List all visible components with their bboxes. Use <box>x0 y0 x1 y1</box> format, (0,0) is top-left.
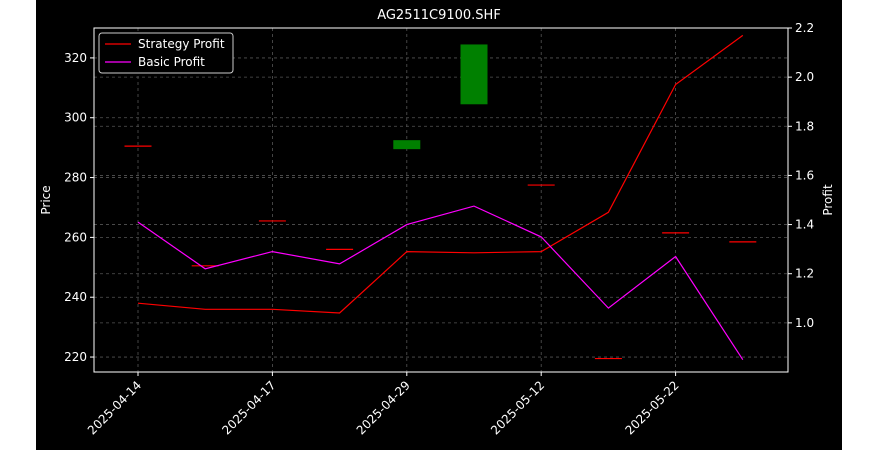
legend-label-strategy: Strategy Profit <box>138 37 225 51</box>
y2-axis-label: Profit <box>821 184 835 216</box>
y2-tick-label: 1.0 <box>795 316 814 330</box>
basic-profit-line <box>137 205 744 361</box>
y-tick-label: 300 <box>64 111 87 125</box>
candles-layer <box>124 44 757 360</box>
legend-label-basic: Basic Profit <box>138 55 205 69</box>
y2-tick-label: 1.2 <box>795 267 814 281</box>
x-tick-label: 2025-05-22 <box>623 378 682 437</box>
lines-layer <box>137 34 744 361</box>
plot-frame <box>93 27 789 373</box>
y-tick-label: 260 <box>64 230 87 244</box>
strategy-profit-line <box>137 34 744 314</box>
chart-figure: AG2511C9100.SHF 2025-04-14 2025-04-17 2025… <box>36 0 842 450</box>
y2-tick-label: 1.4 <box>795 218 814 232</box>
legend-box <box>98 32 234 74</box>
legend: Strategy Profit Basic Profit <box>98 32 234 74</box>
chart-svg: AG2511C9100.SHF 2025-04-14 2025-04-17 2025… <box>39 8 835 437</box>
x-tick-label: 2025-04-14 <box>85 378 144 437</box>
chart-title: AG2511C9100.SHF <box>377 8 501 23</box>
y-axis-label: Price <box>39 185 53 214</box>
y2-tick-label: 2.0 <box>795 70 814 84</box>
x-tick-label: 2025-05-12 <box>488 378 547 437</box>
candle-body <box>393 140 421 150</box>
x-tick-label: 2025-04-29 <box>354 378 413 437</box>
y-tick-label: 220 <box>64 350 87 364</box>
y-tick-label: 280 <box>64 171 87 185</box>
y-tick-label: 320 <box>64 51 87 65</box>
y2-tick-label: 2.2 <box>795 21 814 35</box>
grid-layer <box>94 27 788 372</box>
candle-body <box>460 44 488 105</box>
x-tick-label: 2025-04-17 <box>219 378 278 437</box>
y2-tick-label: 1.8 <box>795 119 814 133</box>
ticks-layer: 2025-04-14 2025-04-17 2025-04-29 2025-05-12… <box>64 21 814 437</box>
y-tick-label: 240 <box>64 290 87 304</box>
y2-tick-label: 1.6 <box>795 168 814 182</box>
